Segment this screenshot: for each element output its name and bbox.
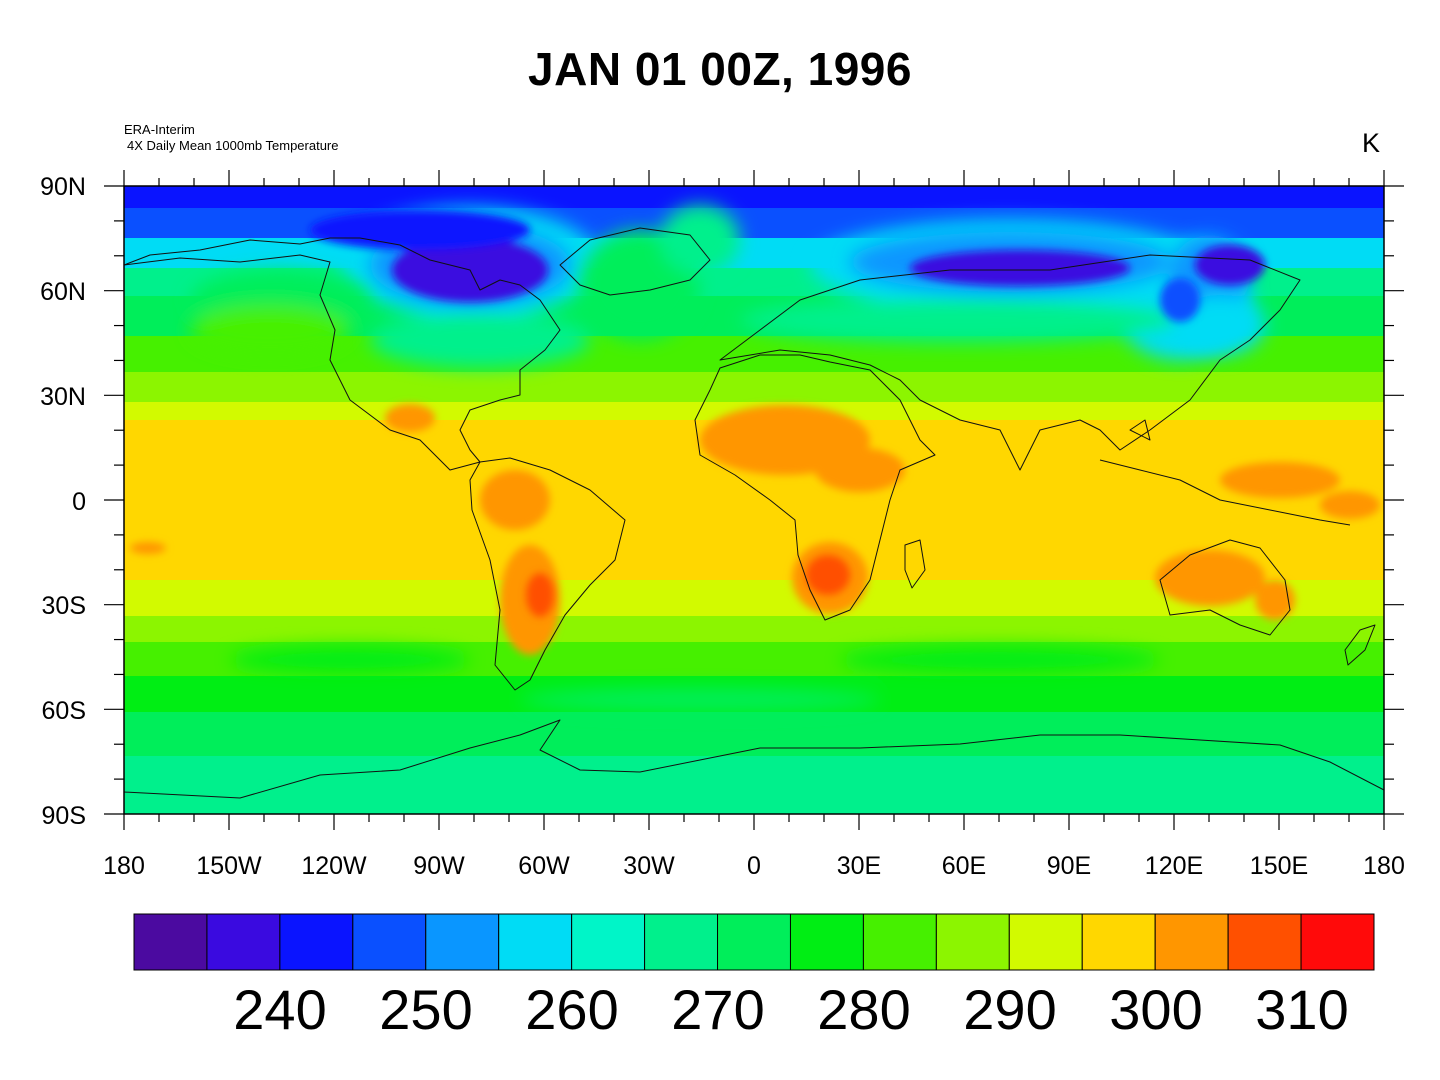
colorbar-swatch [571, 913, 646, 971]
lat-label-90n: 90N [40, 173, 86, 201]
lon-label-180w: 180 [103, 852, 145, 880]
colorbar-swatch [279, 913, 354, 971]
colorbar-label-270: 270 [671, 978, 765, 1041]
lat-label-60s: 60S [41, 697, 86, 725]
colorbar-swatch [644, 913, 719, 971]
colorbar-swatch [1227, 913, 1302, 971]
colorbar-swatch [425, 913, 500, 971]
colorbar-swatch [133, 913, 208, 971]
lat-label-90s: 90S [41, 802, 86, 830]
colorbar-swatch [1081, 913, 1156, 971]
lon-label-150w: 150W [196, 852, 262, 880]
colorbar [133, 913, 1375, 971]
colorbar-swatch [1300, 913, 1375, 971]
coastlines [124, 227, 1384, 799]
lon-label-30e: 30E [836, 852, 882, 880]
colorbar-label-250: 250 [379, 978, 473, 1041]
lon-label-120w: 120W [301, 852, 367, 880]
lat-label-30s: 30S [41, 592, 86, 620]
colorbar-label-260: 260 [525, 978, 619, 1041]
variable-label: 4X Daily Mean 1000mb Temperature [127, 138, 339, 153]
lon-label-60e: 60E [941, 852, 987, 880]
colorbar-label-300: 300 [1109, 978, 1203, 1041]
colorbar-swatch [498, 913, 573, 971]
lon-label-90e: 90E [1046, 852, 1092, 880]
colorbar-swatch [717, 913, 791, 971]
colorbar-label-310: 310 [1255, 978, 1349, 1041]
lat-label-30n: 30N [40, 383, 86, 411]
colorbar-swatch [789, 913, 864, 971]
lon-label-120e: 120E [1144, 852, 1204, 880]
lon-label-0: 0 [747, 852, 761, 880]
axis-ticks [104, 170, 1404, 830]
plot-title: JAN 01 00Z, 1996 [528, 43, 912, 95]
lon-label-90w: 90W [413, 852, 465, 880]
colorbar-swatch [935, 913, 1010, 971]
colorbar-swatch [352, 913, 427, 971]
colorbar-swatch [1154, 913, 1229, 971]
lon-label-150e: 150E [1249, 852, 1309, 880]
colorbar-label-290: 290 [963, 978, 1057, 1041]
colorbar-swatch [1008, 913, 1083, 971]
colorbar-label-240: 240 [233, 978, 327, 1041]
colorbar-swatch [206, 913, 281, 971]
lat-label-equator: 0 [72, 488, 86, 516]
temperature-field [124, 186, 1384, 814]
lon-label-60w: 60W [518, 852, 570, 880]
colorbar-swatch [862, 913, 937, 971]
lon-label-30w: 30W [623, 852, 675, 880]
lat-label-60n: 60N [40, 278, 86, 306]
colorbar-label-280: 280 [817, 978, 911, 1041]
units-label: K [1362, 128, 1381, 158]
source-label: ERA-Interim [124, 122, 195, 137]
lon-label-180e: 180 [1363, 852, 1405, 880]
